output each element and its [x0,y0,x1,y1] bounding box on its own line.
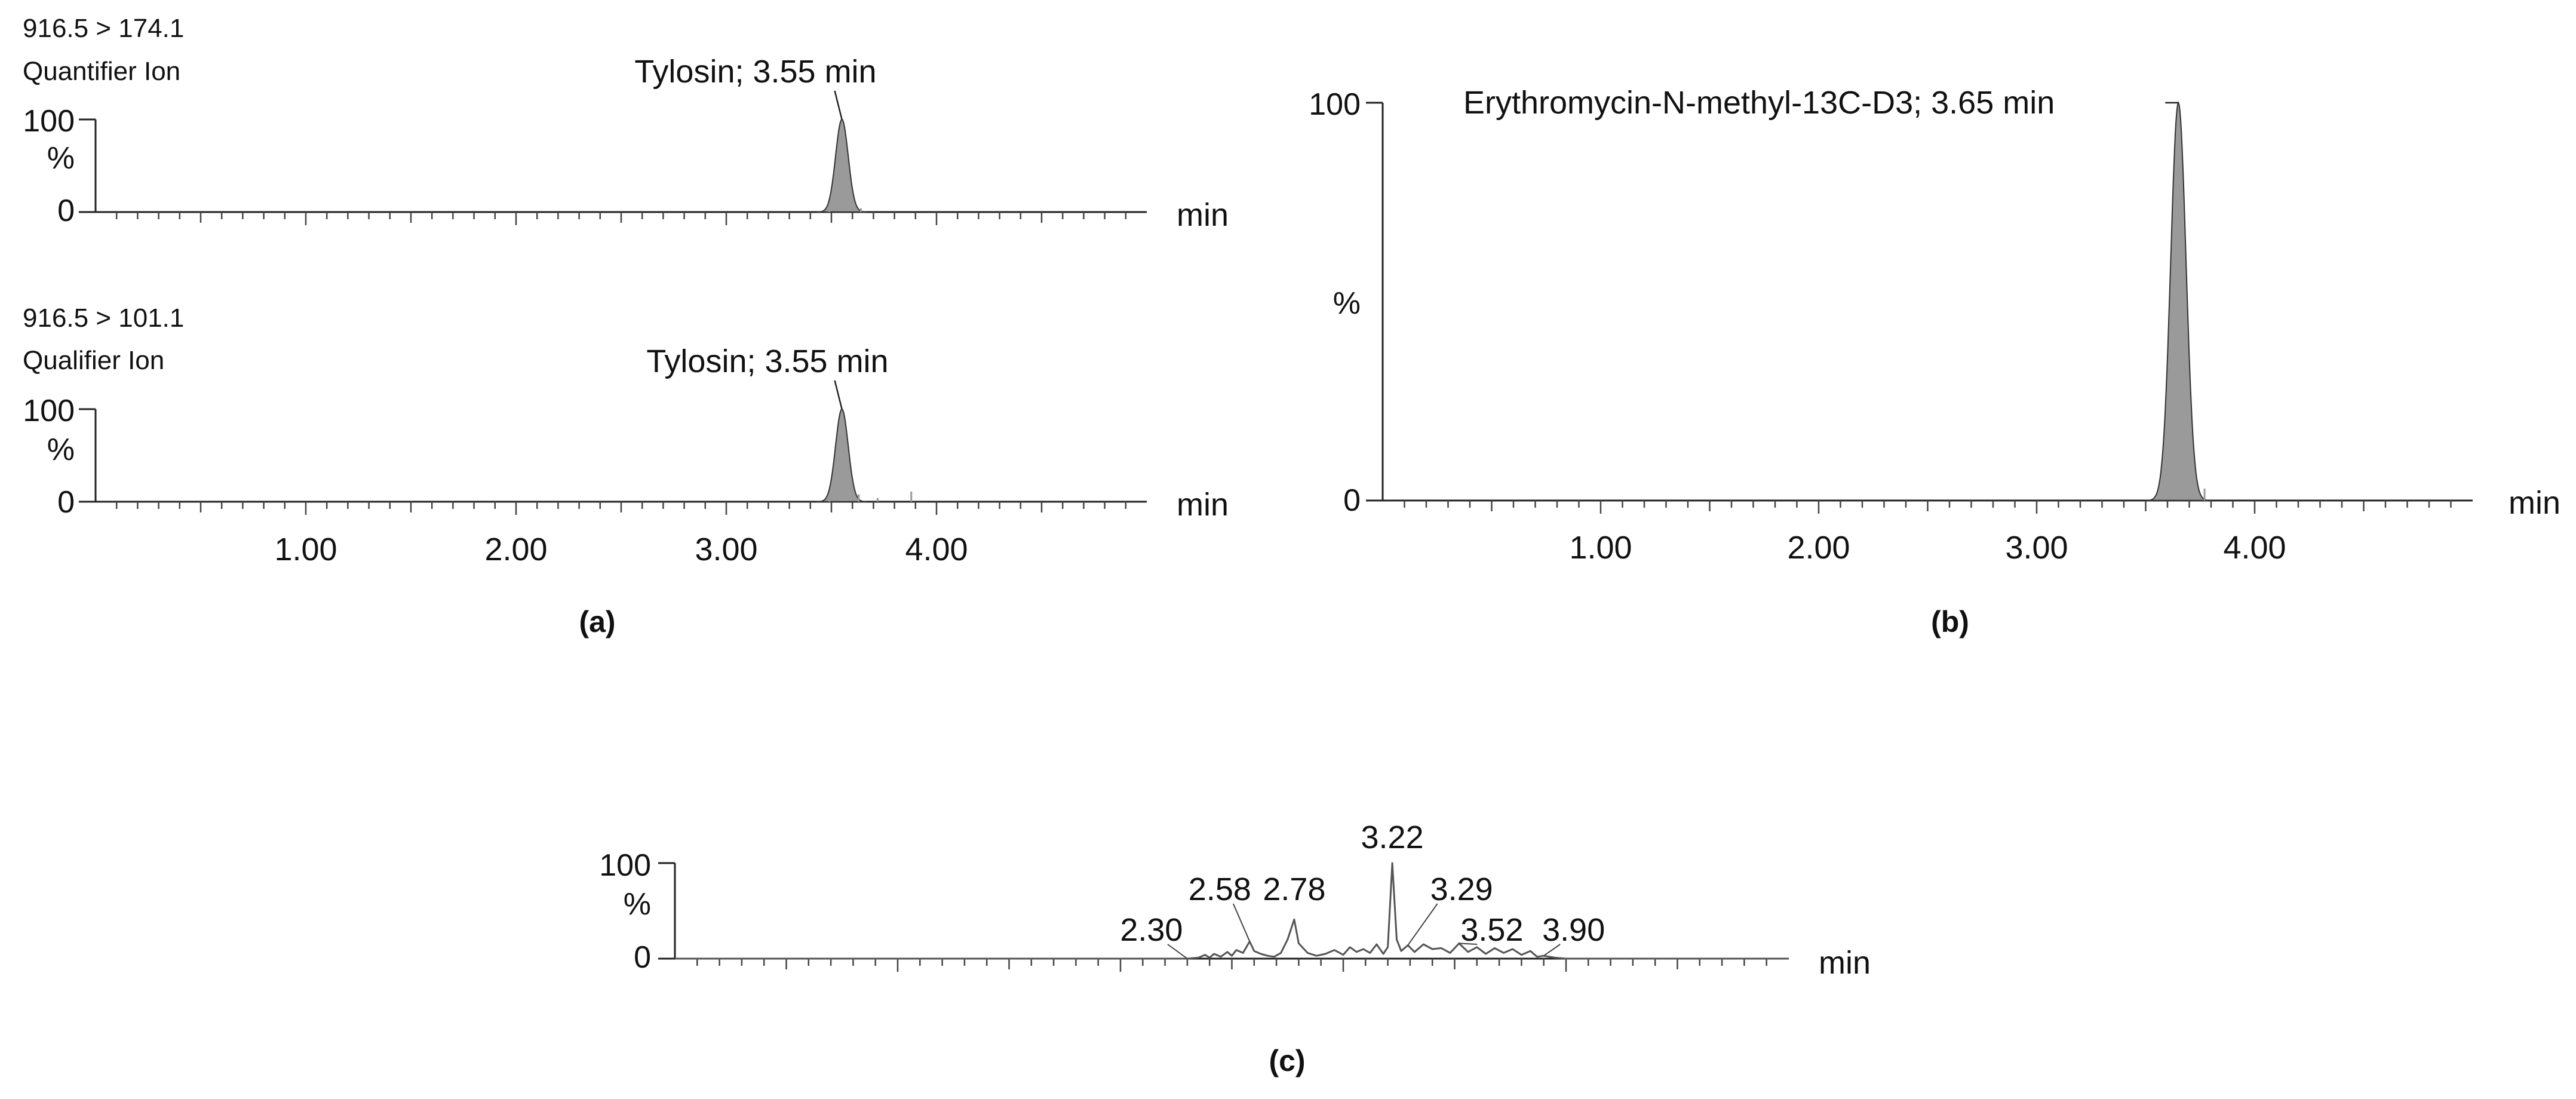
peak-marks [816,118,867,213]
y-axis-percent-label: % [47,432,75,467]
tylosin-peak-label: Tylosin; 3.55 min [646,343,888,379]
x-tick-label-3: 3.00 [695,532,757,567]
x-axis-unit-label: min [1177,197,1229,233]
x-tick-label-3: 3.00 [2005,530,2068,566]
peak-area [816,118,867,213]
x-minor-ticks [115,212,1127,225]
qualifier-transition-label: 916.5 > 101.1 [23,303,184,333]
peak-area [816,408,867,502]
peak-label-leader-line [834,90,843,120]
y-tick-label-0: 0 [634,940,651,975]
peak-area [2148,101,2209,501]
panel-label-a: (a) [579,605,615,638]
y-tick-label-100: 100 [599,848,651,883]
peak-label-leader-line [1543,944,1561,957]
peak-retention-label: 3.22 [1361,819,1424,855]
x-tick-label-1: 1.00 [1569,530,1632,566]
peak-retention-label: 2.78 [1263,871,1325,907]
x-tick-label-2: 2.00 [484,532,547,567]
panel-a-qualifier-trace: 916.5 > 101.1 Qualifier Ion 100 % 0 Tylo… [23,303,1229,567]
chromatogram-trace [675,862,1789,960]
x-tick-labels: 1.00 2.00 3.00 4.00 [274,532,968,567]
x-tick-label-4: 4.00 [2223,530,2286,566]
panel-label-c: (c) [1269,1044,1305,1077]
x-minor-ticks [115,502,1127,515]
x-tick-label-1: 1.00 [274,532,337,567]
tylosin-peak-label: Tylosin; 3.55 min [634,54,876,90]
peak-marks [816,408,913,502]
peak-marks [2148,101,2209,501]
y-tick-label-0: 0 [57,485,75,520]
panel-c: 100 % 0 2.302.58 2.78 3.223.29 3.52 3.90 min… [599,819,1871,1077]
qualifier-ion-label: Qualifier Ion [23,346,164,375]
y-tick-label-100: 100 [23,394,75,428]
x-axis-unit-label: min [1177,487,1229,523]
y-tick-label-100: 100 [23,104,75,139]
peak-label-leader-line [1407,903,1438,946]
peak-retention-label: 2.58 [1189,871,1251,907]
panel-b: 100 % 0 Erythromycin-N-methyl-13C-D3; 3.… [1309,85,2560,638]
y-axis-percent-label: % [47,141,75,176]
x-tick-labels: 1.00 2.00 3.00 4.00 [1569,530,2286,566]
x-minor-ticks [1404,501,2452,514]
peak-label-leader-line [1167,944,1188,959]
x-axis-unit-label: min [2509,485,2560,521]
quantifier-transition-label: 916.5 > 174.1 [23,14,184,43]
x-axis-unit-label: min [1819,945,1871,981]
panel-label-b: (b) [1931,605,1969,638]
peak-label-leader-line [834,380,843,410]
peak-retention-label: 3.90 [1542,912,1605,948]
y-axis-percent-label: % [1333,286,1361,321]
erythromycin-peak-label: Erythromycin-N-methyl-13C-D3; 3.65 min [1463,85,2055,121]
peak-retention-labels: 2.302.58 2.78 3.223.29 3.52 3.90 [1120,819,1605,959]
peak-retention-label: 3.52 [1460,912,1523,948]
y-tick-label-0: 0 [1343,483,1361,518]
panel-a-quantifier-trace: 916.5 > 174.1 Quantifier Ion 100 % 0 Tyl… [23,14,1229,233]
x-minor-ticks [696,959,1767,972]
y-tick-label-0: 0 [57,194,75,228]
y-axis-percent-label: % [624,887,651,922]
y-tick-label-100: 100 [1309,87,1361,122]
x-tick-label-2: 2.00 [1787,530,1850,566]
peak-label-leader-line [1232,903,1251,942]
x-tick-label-4: 4.00 [905,532,968,567]
peak-retention-label: 3.29 [1430,871,1493,907]
peak-retention-label: 2.30 [1120,912,1183,948]
quantifier-ion-label: Quantifier Ion [23,57,180,86]
panel-a: 916.5 > 174.1 Quantifier Ion 100 % 0 Tyl… [23,14,1229,638]
peak-label-leader-line [1459,943,1478,945]
